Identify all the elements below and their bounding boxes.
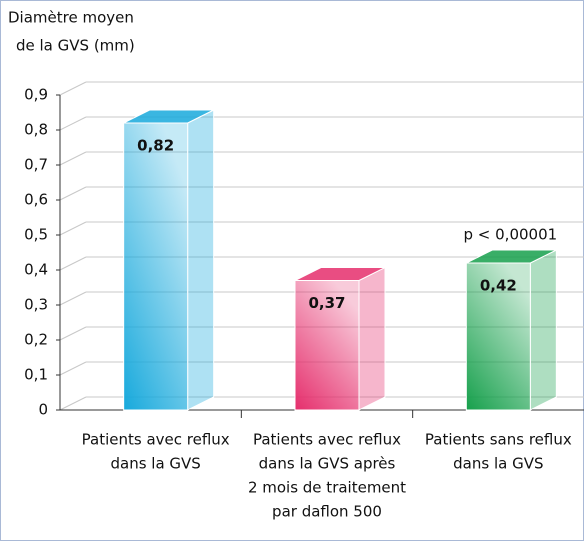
bar-side — [358, 266, 386, 411]
y-tick-label: 0,5 — [24, 226, 48, 244]
y-axis-label: de la GVS (mm) — [16, 37, 135, 55]
grid-line — [59, 81, 87, 96]
x-tick-label: dans la GVS après — [259, 455, 396, 473]
bar-side — [187, 109, 215, 411]
bar — [123, 122, 189, 411]
y-tick-label: 0,1 — [24, 366, 48, 384]
grid-line — [59, 221, 87, 236]
x-tick-label: dans la GVS — [453, 455, 543, 473]
grid-line — [59, 186, 87, 201]
grid-line — [59, 396, 87, 411]
bar — [294, 280, 360, 411]
y-tick-label: 0,4 — [24, 261, 48, 279]
x-tick-label: par daflon 500 — [272, 503, 382, 521]
x-tick-label: Patients avec reflux — [253, 431, 401, 449]
grid-line — [59, 116, 87, 131]
grid-line — [59, 151, 87, 166]
grid-line — [59, 361, 87, 376]
y-tick-label: 0 — [38, 401, 48, 419]
data-label: 0,42 — [480, 277, 517, 295]
y-tick-label: 0,6 — [24, 191, 48, 209]
bar — [465, 262, 531, 411]
grid-line — [59, 256, 87, 271]
annotation: p < 0,00001 — [464, 226, 558, 244]
x-tick-label: Patients avec reflux — [82, 431, 230, 449]
y-axis-label: Diamètre moyen — [8, 9, 134, 27]
x-tick-label: dans la GVS — [110, 455, 200, 473]
y-tick-label: 0,8 — [24, 121, 48, 139]
bar-side — [529, 249, 557, 411]
y-tick-label: 0,7 — [24, 156, 48, 174]
x-tick-label: Patients sans reflux — [425, 431, 572, 449]
y-tick-label: 0,2 — [24, 331, 48, 349]
x-tick-label: 2 mois de traitement — [248, 479, 406, 497]
grid-line — [59, 326, 87, 341]
y-tick-label: 0,9 — [24, 86, 48, 104]
data-label: 0,82 — [137, 137, 174, 155]
y-tick-label: 0,3 — [24, 296, 48, 314]
data-label: 0,37 — [308, 294, 345, 312]
grid-line — [59, 291, 87, 306]
